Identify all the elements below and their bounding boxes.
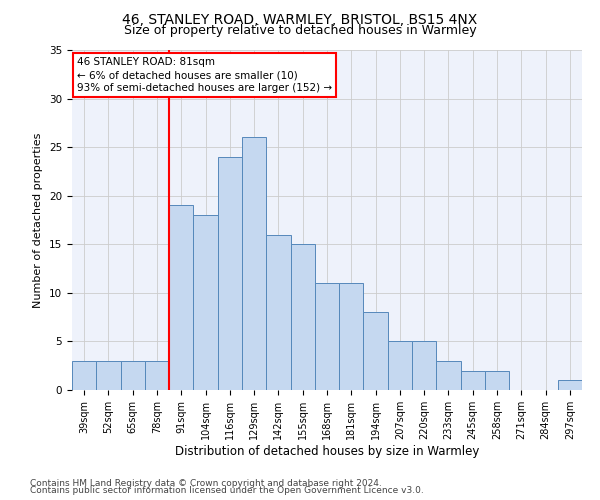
- Bar: [193, 215, 218, 390]
- Bar: [412, 342, 436, 390]
- Bar: [145, 361, 169, 390]
- X-axis label: Distribution of detached houses by size in Warmley: Distribution of detached houses by size …: [175, 444, 479, 458]
- Bar: [218, 157, 242, 390]
- Bar: [558, 380, 582, 390]
- Bar: [266, 234, 290, 390]
- Bar: [315, 283, 339, 390]
- Bar: [169, 206, 193, 390]
- Y-axis label: Number of detached properties: Number of detached properties: [34, 132, 43, 308]
- Bar: [364, 312, 388, 390]
- Bar: [485, 370, 509, 390]
- Bar: [436, 361, 461, 390]
- Text: Contains public sector information licensed under the Open Government Licence v3: Contains public sector information licen…: [30, 486, 424, 495]
- Bar: [339, 283, 364, 390]
- Text: 46 STANLEY ROAD: 81sqm
← 6% of detached houses are smaller (10)
93% of semi-deta: 46 STANLEY ROAD: 81sqm ← 6% of detached …: [77, 57, 332, 93]
- Bar: [461, 370, 485, 390]
- Bar: [290, 244, 315, 390]
- Text: 46, STANLEY ROAD, WARMLEY, BRISTOL, BS15 4NX: 46, STANLEY ROAD, WARMLEY, BRISTOL, BS15…: [122, 12, 478, 26]
- Bar: [242, 138, 266, 390]
- Bar: [72, 361, 96, 390]
- Text: Contains HM Land Registry data © Crown copyright and database right 2024.: Contains HM Land Registry data © Crown c…: [30, 478, 382, 488]
- Bar: [96, 361, 121, 390]
- Bar: [121, 361, 145, 390]
- Bar: [388, 342, 412, 390]
- Text: Size of property relative to detached houses in Warmley: Size of property relative to detached ho…: [124, 24, 476, 37]
